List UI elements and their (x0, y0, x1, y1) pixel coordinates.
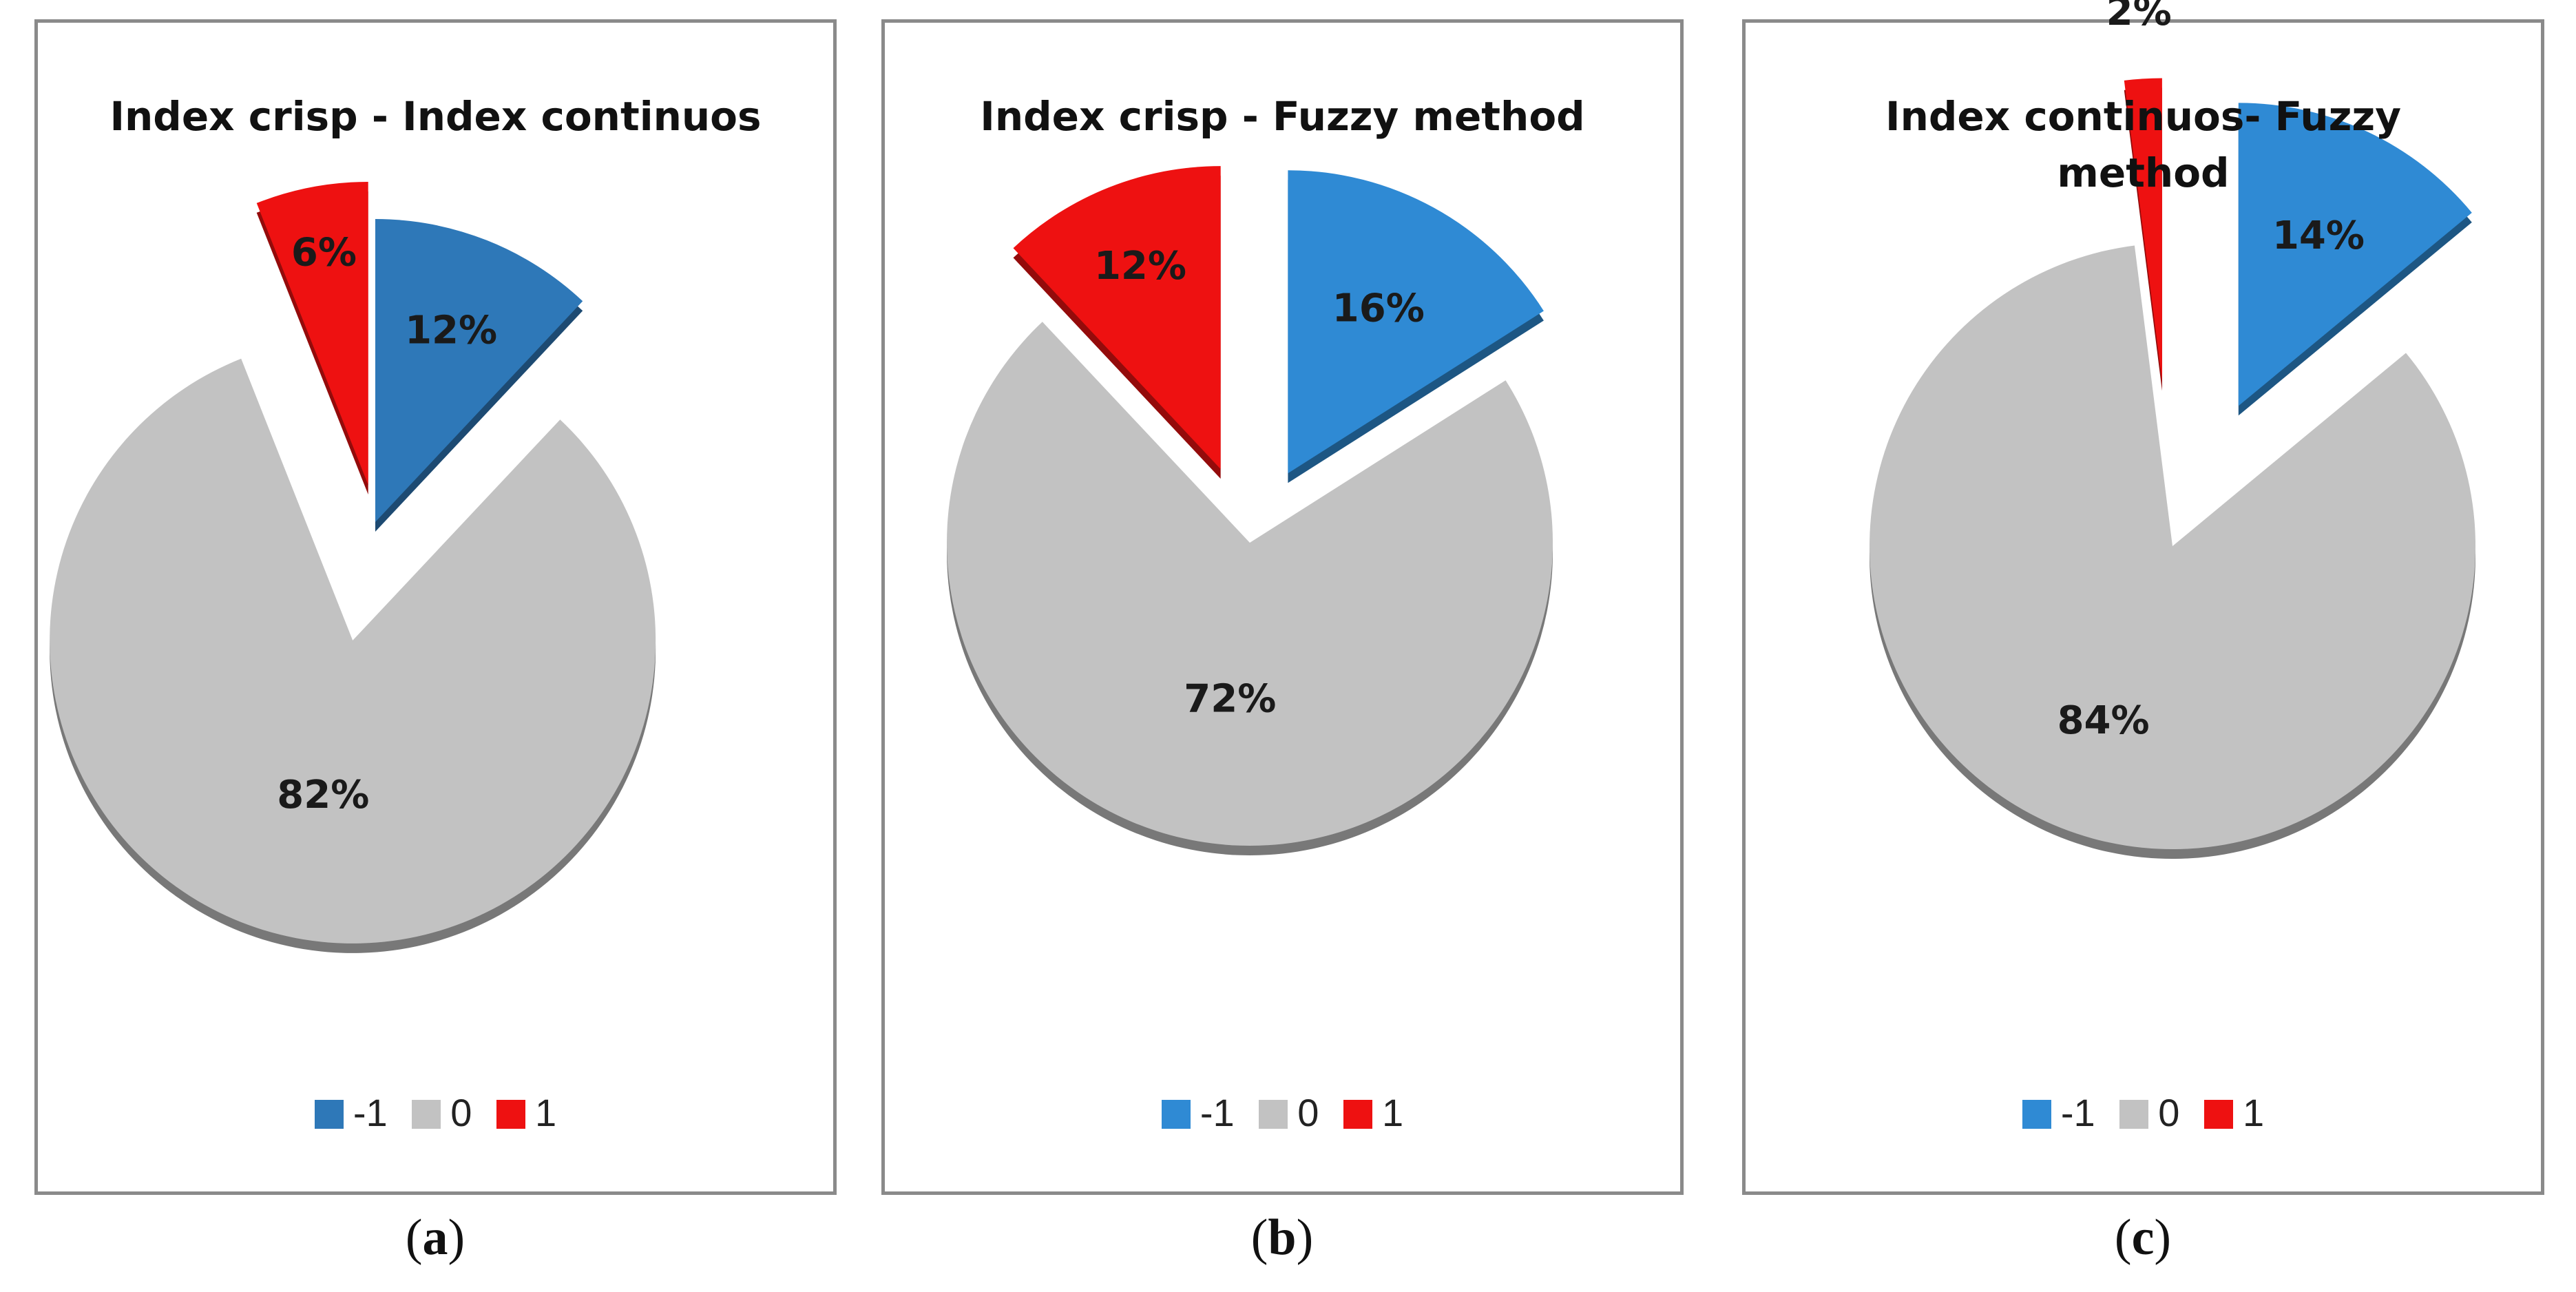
pie-data-label-a-2: 6% (291, 230, 357, 275)
pie-chart-c: 14% 84% 2% (1870, 0, 2476, 859)
chart-title-b: Index crisp - Fuzzy method (980, 93, 1585, 140)
legend-label-b-0: -1 (1200, 1090, 1235, 1134)
pie-data-label-a-1: 82% (277, 773, 369, 817)
legend-swatch-c-2 (2203, 1099, 2233, 1129)
chart-panel-a: 12% 82% 6% Index crisp - Index continuos -… (34, 19, 837, 1195)
legend-a: -1 0 1 (38, 1087, 833, 1135)
pie-data-label-b-0: 16% (1332, 286, 1425, 331)
pie-slice-a-2 (256, 182, 368, 485)
caption-letter-a: a (422, 1209, 448, 1266)
chart-panel-c: 14% 84% 2% Index continuos- Fuzzy method -… (1742, 0, 2544, 1195)
pie-data-label-b-1: 72% (1184, 677, 1276, 722)
legend-label-c-1: 0 (2158, 1090, 2180, 1134)
legend-swatch-a-0 (314, 1099, 344, 1129)
legend-swatch-b-0 (1161, 1099, 1191, 1129)
caption-letter-c: c (2131, 1209, 2155, 1266)
legend-label-a-0: -1 (353, 1090, 388, 1134)
pie-data-label-a-0: 12% (405, 308, 497, 353)
chart-title-c: Index continuos- Fuzzy method (1885, 93, 2401, 196)
legend-item-c-2: 1 (2203, 1090, 2265, 1135)
legend-item-b-2: 1 (1343, 1090, 1403, 1135)
legend-swatch-b-1 (1259, 1099, 1288, 1129)
pie-chart-b: 16% 72% 12% (947, 166, 1553, 856)
legend-item-c-0: -1 (2022, 1090, 2095, 1135)
legend-item-c-1: 0 (2119, 1090, 2179, 1135)
legend-swatch-b-2 (1343, 1099, 1372, 1129)
pie-slice-b-2 (1013, 166, 1221, 470)
pie-slice-a-1 (50, 358, 656, 944)
legend-item-b-1: 0 (1259, 1090, 1319, 1135)
legend-label-c-2: 1 (2242, 1090, 2265, 1134)
caption-b: (b) (1250, 1209, 1314, 1266)
chart-title-a: Index crisp - Index continuos (109, 93, 762, 140)
legend-item-a-0: -1 (314, 1090, 388, 1135)
pie-slice-c-2 (2124, 78, 2162, 382)
legend-label-b-1: 0 (1297, 1090, 1319, 1134)
legend-label-a-2: 1 (534, 1090, 557, 1134)
pie-chart-a: 12% 82% 6% (50, 182, 656, 953)
pie-data-label-b-2: 12% (1094, 244, 1186, 289)
chart-panel-b: 16% 72% 12% Index crisp - Fuzzy method -1 … (881, 19, 1684, 1195)
pie-data-label-c-1: 84% (2057, 698, 2150, 743)
pie-data-label-c-2: 2% (2106, 0, 2172, 34)
pie-slice-c-1 (1870, 245, 2476, 850)
pie-slice-c-0 (2238, 103, 2472, 406)
legend-b: -1 0 1 (885, 1087, 1680, 1135)
legend-label-a-1: 0 (450, 1090, 472, 1134)
legend-swatch-a-1 (412, 1099, 441, 1129)
pie-slice-a-0 (375, 219, 583, 522)
legend-item-a-1: 0 (412, 1090, 472, 1135)
legend-swatch-c-0 (2022, 1099, 2051, 1129)
pie-slice-b-0 (1288, 170, 1544, 474)
legend-label-c-0: -1 (2060, 1090, 2095, 1134)
legend-item-b-0: -1 (1161, 1090, 1235, 1135)
legend-label-b-2: 1 (1381, 1090, 1404, 1134)
caption-c: (c) (2114, 1209, 2172, 1266)
pie-slice-b-1 (947, 322, 1553, 846)
legend-swatch-a-2 (496, 1099, 525, 1129)
pie-data-label-c-0: 14% (2272, 213, 2365, 258)
caption-a: (a) (405, 1209, 465, 1266)
legend-c: -1 0 1 (1746, 1087, 2541, 1135)
caption-letter-b: b (1268, 1209, 1297, 1266)
legend-item-a-2: 1 (496, 1090, 556, 1135)
legend-swatch-c-1 (2119, 1099, 2149, 1129)
